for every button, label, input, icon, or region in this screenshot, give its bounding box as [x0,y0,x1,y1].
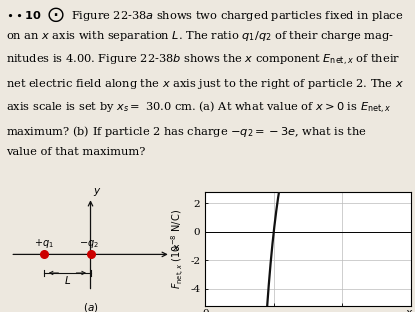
Text: nitudes is 4.00. Figure 22-38$b$ shows the $x$ component $E_{\mathrm{net},x}$ of: nitudes is 4.00. Figure 22-38$b$ shows t… [6,53,400,68]
Text: $x$: $x$ [172,243,181,253]
Text: maximum? (b) If particle 2 has charge $-q_2 = -3e$, what is the: maximum? (b) If particle 2 has charge $-… [6,124,367,139]
Text: $+q_1$: $+q_1$ [34,237,54,250]
Text: $-q_2$: $-q_2$ [79,238,99,250]
Text: on an $x$ axis with separation $L$. The ratio $q_1/q_2$ of their charge mag-: on an $x$ axis with separation $L$. The … [6,29,394,43]
Text: $y$: $y$ [93,186,102,198]
Text: $L$: $L$ [64,274,71,286]
Text: $(a)$: $(a)$ [83,301,98,312]
Text: $\bullet\bullet$$\mathbf{10}$  $\bigodot$  Figure 22-38$a$ shows two charged par: $\bullet\bullet$$\mathbf{10}$ $\bigodot$… [6,6,404,24]
Text: value of that maximum?: value of that maximum? [6,147,146,157]
Text: net electric field along the $x$ axis just to the right of particle 2. The $x$: net electric field along the $x$ axis ju… [6,76,404,90]
Y-axis label: $F_{\mathrm{net},x}\ (10^{-8}\ \mathrm{N/C})$: $F_{\mathrm{net},x}\ (10^{-8}\ \mathrm{N… [169,209,186,289]
Text: axis scale is set by $x_s =$ 30.0 cm. (a) At what value of $x > 0$ is $E_{\mathr: axis scale is set by $x_s =$ 30.0 cm. (a… [6,100,391,116]
